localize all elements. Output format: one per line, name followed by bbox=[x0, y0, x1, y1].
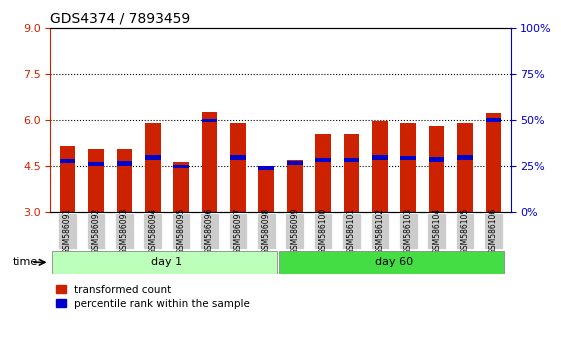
Bar bbox=[457, 155, 473, 160]
Bar bbox=[344, 158, 359, 162]
FancyBboxPatch shape bbox=[314, 213, 332, 249]
Bar bbox=[315, 158, 331, 162]
Bar bbox=[145, 155, 160, 160]
Text: GSM586104: GSM586104 bbox=[432, 208, 441, 254]
Bar bbox=[315, 134, 331, 212]
Bar bbox=[117, 149, 132, 212]
Text: GSM586092: GSM586092 bbox=[91, 208, 100, 254]
Bar bbox=[486, 113, 502, 212]
Bar bbox=[259, 166, 274, 170]
FancyBboxPatch shape bbox=[286, 213, 304, 249]
Text: GSM586096: GSM586096 bbox=[205, 208, 214, 254]
Text: GDS4374 / 7893459: GDS4374 / 7893459 bbox=[50, 12, 191, 26]
Text: day 60: day 60 bbox=[375, 257, 413, 267]
Bar bbox=[287, 160, 302, 212]
Bar bbox=[486, 118, 502, 122]
Text: day 1: day 1 bbox=[151, 257, 182, 267]
Text: GSM586105: GSM586105 bbox=[461, 208, 470, 254]
Bar bbox=[287, 161, 302, 165]
FancyBboxPatch shape bbox=[257, 213, 275, 249]
Bar bbox=[401, 156, 416, 160]
FancyBboxPatch shape bbox=[200, 213, 219, 249]
Bar bbox=[230, 155, 246, 160]
Bar bbox=[173, 162, 189, 212]
FancyBboxPatch shape bbox=[115, 213, 134, 249]
Text: GSM586101: GSM586101 bbox=[347, 208, 356, 254]
FancyBboxPatch shape bbox=[58, 213, 77, 249]
FancyBboxPatch shape bbox=[484, 213, 503, 249]
Bar bbox=[202, 112, 217, 212]
FancyBboxPatch shape bbox=[144, 213, 162, 249]
Bar bbox=[372, 155, 388, 160]
Text: time: time bbox=[12, 257, 38, 267]
FancyBboxPatch shape bbox=[427, 213, 446, 249]
Bar bbox=[230, 122, 246, 212]
FancyBboxPatch shape bbox=[87, 213, 105, 249]
FancyBboxPatch shape bbox=[229, 213, 247, 249]
FancyBboxPatch shape bbox=[279, 251, 504, 274]
Text: GSM586097: GSM586097 bbox=[233, 208, 242, 254]
Bar bbox=[88, 149, 104, 212]
Bar bbox=[117, 161, 132, 166]
FancyBboxPatch shape bbox=[342, 213, 361, 249]
FancyBboxPatch shape bbox=[52, 251, 277, 274]
Bar bbox=[59, 147, 75, 212]
Bar bbox=[88, 162, 104, 166]
Bar bbox=[372, 121, 388, 212]
FancyBboxPatch shape bbox=[456, 213, 474, 249]
Text: GSM586091: GSM586091 bbox=[63, 208, 72, 254]
Bar bbox=[145, 123, 160, 212]
Bar bbox=[457, 123, 473, 212]
Text: GSM586100: GSM586100 bbox=[319, 208, 328, 254]
Text: GSM586099: GSM586099 bbox=[290, 208, 299, 254]
Bar bbox=[259, 166, 274, 212]
Text: GSM586102: GSM586102 bbox=[375, 208, 384, 254]
Bar bbox=[59, 159, 75, 163]
FancyBboxPatch shape bbox=[371, 213, 389, 249]
Text: GSM586103: GSM586103 bbox=[404, 208, 413, 254]
Text: GSM586098: GSM586098 bbox=[262, 208, 271, 254]
FancyBboxPatch shape bbox=[399, 213, 417, 249]
Text: GSM586093: GSM586093 bbox=[120, 208, 129, 254]
Bar bbox=[429, 158, 444, 162]
Bar bbox=[202, 119, 217, 122]
Bar bbox=[344, 134, 359, 212]
Bar bbox=[401, 124, 416, 212]
Bar bbox=[429, 126, 444, 212]
FancyBboxPatch shape bbox=[172, 213, 190, 249]
Bar bbox=[173, 165, 189, 168]
Text: GSM586106: GSM586106 bbox=[489, 208, 498, 254]
Text: GSM586095: GSM586095 bbox=[177, 208, 186, 254]
Legend: transformed count, percentile rank within the sample: transformed count, percentile rank withi… bbox=[56, 285, 250, 309]
Text: GSM586094: GSM586094 bbox=[148, 208, 157, 254]
